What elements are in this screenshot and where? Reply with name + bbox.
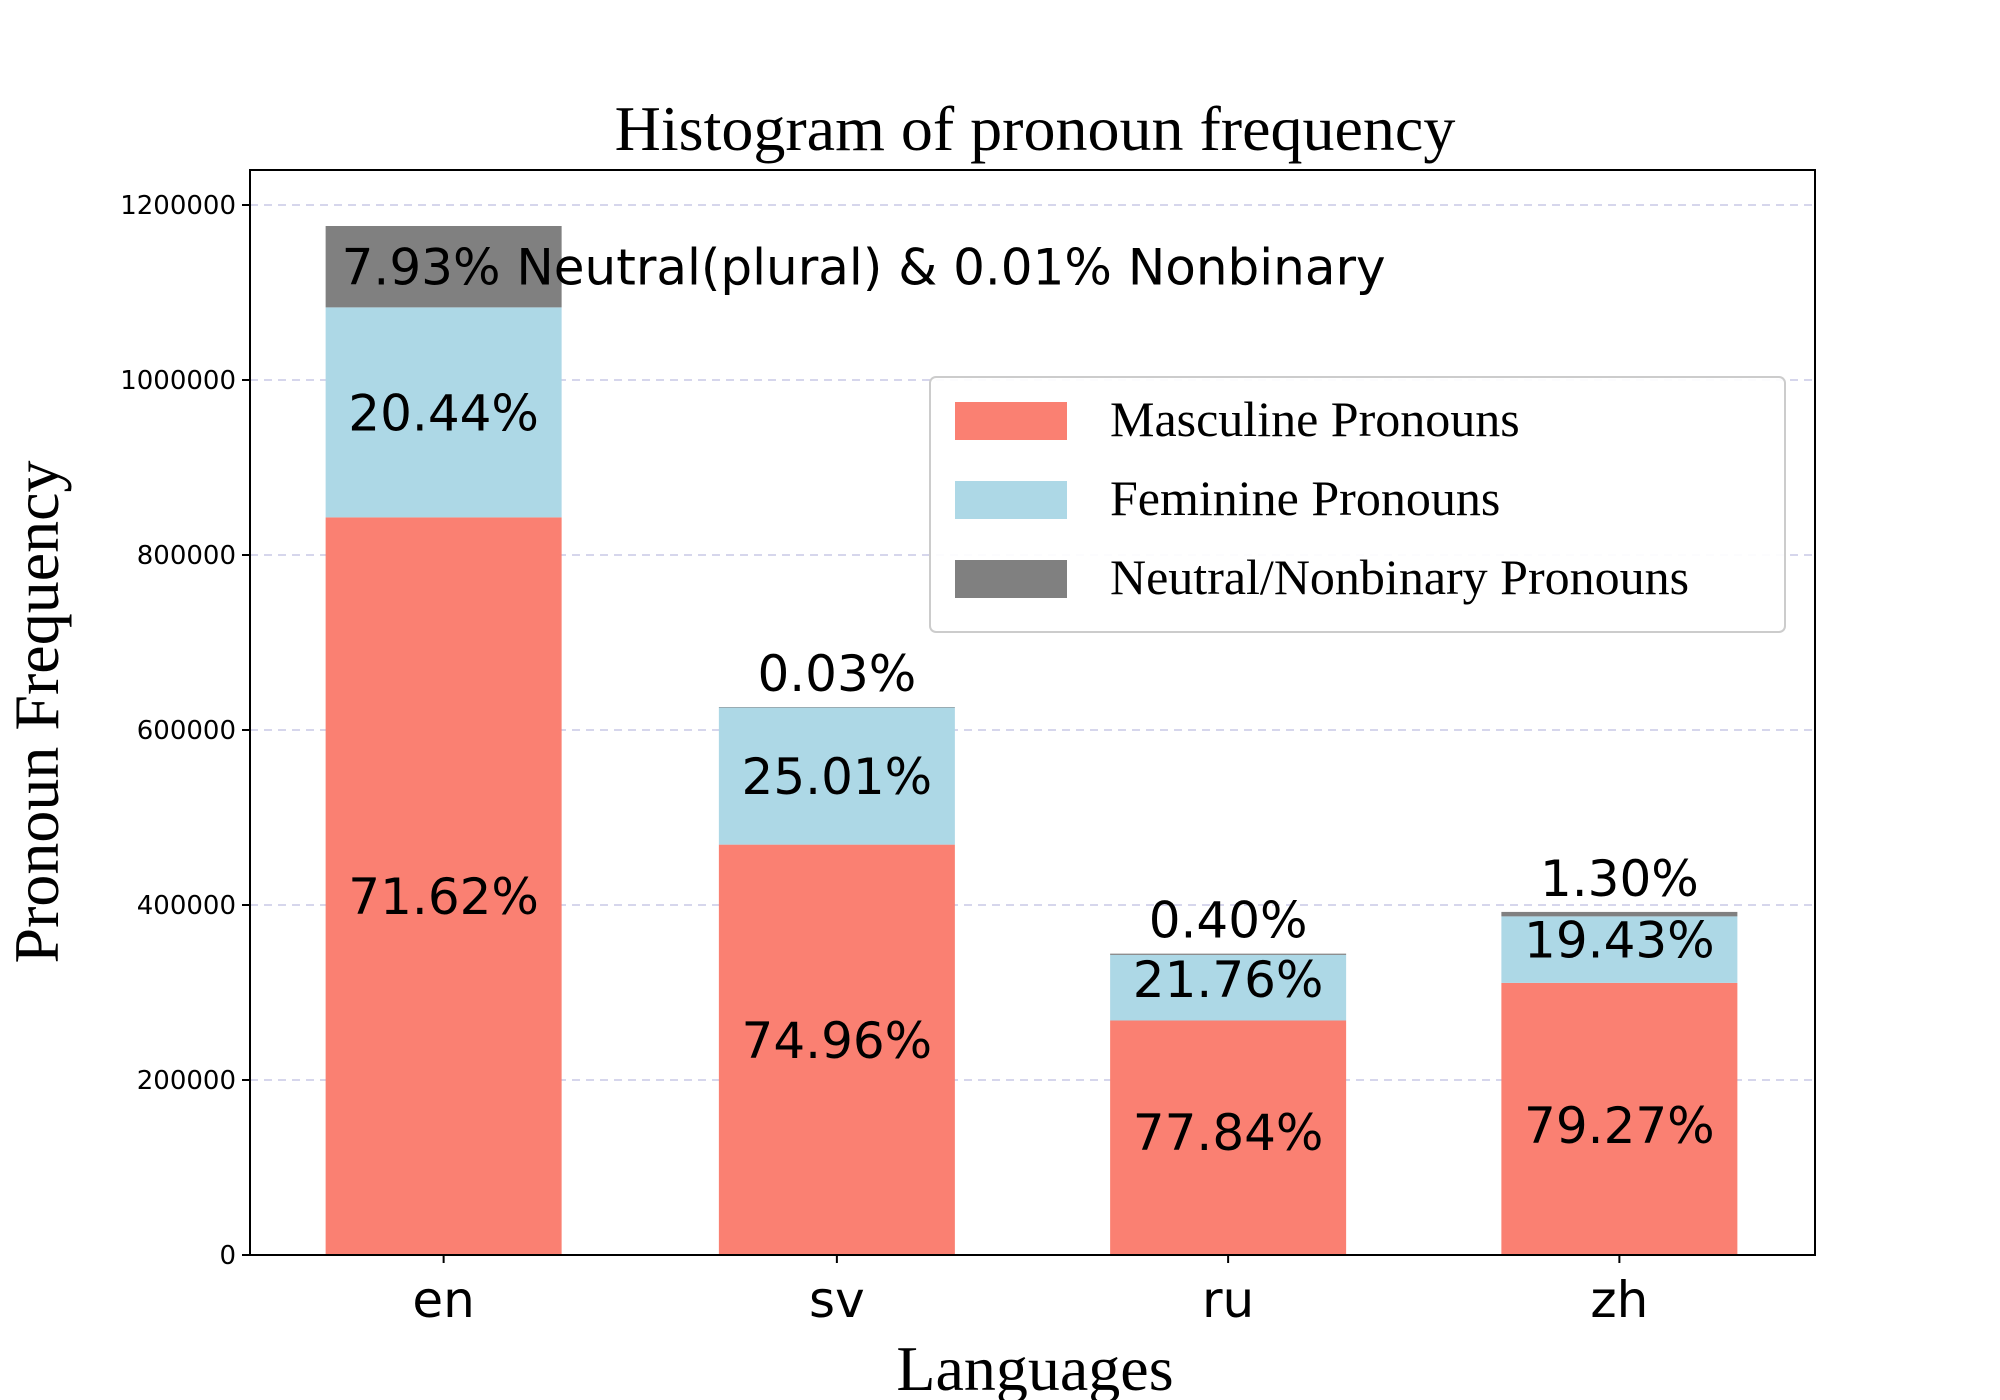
- x-tick-label-en: en: [412, 1271, 474, 1329]
- bar-zh-series-1: [1501, 982, 1738, 1255]
- y-tick-label: 200000: [137, 1066, 236, 1096]
- bar-label-en-series-2: 20.44%: [348, 384, 539, 442]
- bars: [325, 226, 1738, 1255]
- bar-ru-series-1: [1110, 1020, 1347, 1255]
- x-tick-label-sv: sv: [809, 1271, 865, 1329]
- bar-sv-series-1: [718, 844, 955, 1255]
- y-tick-label: 400000: [137, 891, 236, 921]
- legend-swatch: [955, 481, 1067, 519]
- bar-en-series-1: [325, 517, 562, 1255]
- bar-label-en-series-3: 7.93% Neutral(plural) & 0.01% Nonbinary: [342, 239, 1386, 297]
- bar-label-en-series-1: 71.62%: [348, 868, 539, 926]
- bar-label-ru-series-3: 0.40%: [1149, 892, 1308, 950]
- y-tick-label: 800000: [137, 541, 236, 571]
- x-axis-label: Languages: [896, 1333, 1173, 1400]
- y-axis-label: Pronoun Frequency: [1, 460, 72, 963]
- bar-en-series-2: [325, 307, 562, 518]
- y-tick-label: 1200000: [120, 191, 236, 221]
- chart-title: Histogram of pronoun frequency: [615, 93, 1456, 164]
- bar-zh-series-3: [1501, 911, 1738, 917]
- legend-swatch: [955, 402, 1067, 440]
- x-tick-label-zh: zh: [1590, 1271, 1648, 1329]
- bar-zh-series-2: [1501, 916, 1738, 983]
- y-tick-label: 600000: [137, 716, 236, 746]
- bar-label-ru-series-2: 21.76%: [1133, 951, 1324, 1009]
- y-tick-label: 1000000: [120, 366, 236, 396]
- bar-label-sv-series-2: 25.01%: [742, 748, 933, 806]
- y-tick-label: 0: [219, 1241, 236, 1271]
- legend-box: [929, 376, 1786, 633]
- bar-ru-series-2: [1110, 954, 1347, 1021]
- x-tick-label-ru: ru: [1202, 1271, 1254, 1329]
- plot-frame: [249, 169, 1816, 1256]
- bar-label-sv-series-1: 74.96%: [742, 1012, 933, 1070]
- bar-label-zh-series-3: 1.30%: [1540, 850, 1699, 908]
- y-axis-ticks: 0 200000 400000 600000 800000 1000000 1200000: [120, 191, 250, 1271]
- bar-label-sv-series-3: 0.03%: [757, 645, 916, 703]
- legend: Masculine Pronouns Feminine Pronouns Neutr…: [929, 376, 1786, 633]
- bar-label-zh-series-1: 79.27%: [1524, 1097, 1715, 1155]
- x-axis-ticks: en sv ru zh: [412, 1255, 1648, 1329]
- bar-ru-series-3: [1110, 953, 1347, 955]
- bar-label-zh-series-2: 19.43%: [1524, 912, 1715, 970]
- legend-label: Masculine Pronouns: [1110, 391, 1520, 447]
- bar-sv-series-2: [718, 707, 955, 845]
- bar-label-ru-series-1: 77.84%: [1133, 1104, 1324, 1162]
- bar-sv-series-3: [718, 707, 955, 708]
- bar-en-series-3: [325, 226, 562, 308]
- legend-swatch: [955, 560, 1067, 598]
- bar-labels: 71.62% 20.44% 7.93% Neutral(plural) & 0.01…: [342, 239, 1715, 1162]
- legend-label: Feminine Pronouns: [1110, 470, 1500, 526]
- legend-label: Neutral/Nonbinary Pronouns: [1110, 549, 1689, 605]
